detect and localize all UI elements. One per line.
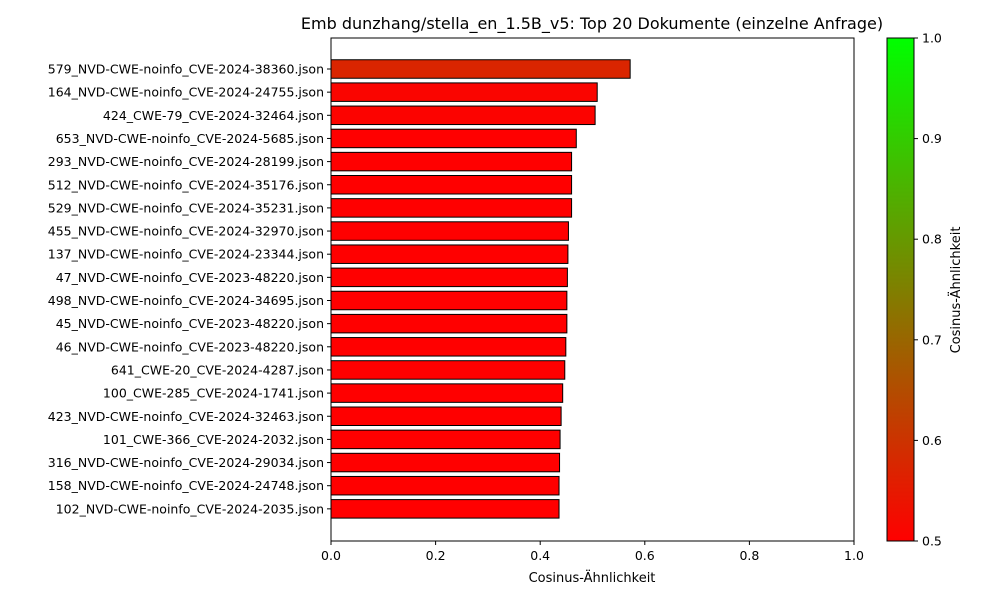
colorbar-gradient [886,37,915,542]
y-tick-label: 316_NVD-CWE-noinfo_CVE-2024-29034.json [48,455,324,470]
y-tick-label: 653_NVD-CWE-noinfo_CVE-2024-5685.json [56,131,324,146]
bar [330,59,631,79]
y-tick-label: 164_NVD-CWE-noinfo_CVE-2024-24755.json [48,85,324,100]
bar [330,383,564,403]
bar [330,105,596,126]
y-tick-label: 579_NVD-CWE-noinfo_CVE-2024-38360.json [48,62,324,77]
x-tick-label: 0.4 [530,548,550,563]
y-tick-label: 424_CWE-79_CVE-2024-32464.json [103,108,324,123]
bar [330,499,560,519]
y-tick-label: 293_NVD-CWE-noinfo_CVE-2024-28199.json [48,154,324,169]
bar [330,452,561,473]
x-tick-label: 0.8 [739,548,759,563]
y-tick-label: 102_NVD-CWE-noinfo_CVE-2024-2035.json [56,501,324,516]
bar [330,429,561,450]
colorbar-tick-label: 0.6 [922,433,942,448]
colorbar: 0.5 0.6 0.7 0.8 0.9 1.0 [886,31,942,549]
y-tick-label: 101_CWE-366_CVE-2024-2032.json [103,432,324,447]
y-tick-label: 529_NVD-CWE-noinfo_CVE-2024-35231.json [48,200,324,215]
bar [330,290,568,311]
colorbar-tick-label: 0.5 [922,534,942,549]
bar [330,221,569,241]
bar [330,82,598,102]
bar [330,267,568,288]
y-tick-label: 47_NVD-CWE-noinfo_CVE-2023-48220.json [56,270,324,285]
y-tick-label: 158_NVD-CWE-noinfo_CVE-2024-24748.json [48,478,324,493]
x-tick-label: 0.0 [321,548,341,563]
y-tick-label: 46_NVD-CWE-noinfo_CVE-2023-48220.json [56,339,324,354]
y-tick-label: 137_NVD-CWE-noinfo_CVE-2024-23344.json [48,247,324,262]
x-tick-label: 0.2 [426,548,446,563]
colorbar-tick-label: 0.8 [922,232,942,247]
y-tick-label: 455_NVD-CWE-noinfo_CVE-2024-32970.json [48,224,324,239]
colorbar-tick-label: 0.9 [922,131,942,146]
bar [330,244,569,264]
y-tick-label: 641_CWE-20_CVE-2024-4287.json [111,362,324,377]
x-tick-label: 0.6 [635,548,655,563]
bar [330,128,577,149]
axes-frame [330,37,855,542]
bar [330,406,562,426]
bar [330,151,573,172]
y-tick-label: 45_NVD-CWE-noinfo_CVE-2023-48220.json [56,316,324,331]
y-tick-label: 100_CWE-285_CVE-2024-1741.json [103,386,324,401]
x-axis-label: Cosinus-Ähnlichkeit [529,570,656,586]
colorbar-tick-label: 0.7 [922,332,942,347]
bar [330,198,573,218]
bar [330,175,573,195]
y-tick-label: 498_NVD-CWE-noinfo_CVE-2024-34695.json [48,293,324,308]
y-tick-label: 423_NVD-CWE-noinfo_CVE-2024-32463.json [48,409,324,424]
bar [330,475,560,496]
bar [330,337,567,357]
x-tick-label: 1.0 [844,548,864,563]
y-tick-label: 512_NVD-CWE-noinfo_CVE-2024-35176.json [48,177,324,192]
bar [330,360,566,380]
bar [330,313,568,334]
plot-area: 579_NVD-CWE-noinfo_CVE-2024-38360.json 16… [48,37,864,563]
colorbar-label: Cosinus-Ähnlichkeit [948,227,964,354]
colorbar-tick-label: 1.0 [922,31,942,46]
chart-title: Emb dunzhang/stella_en_1.5B_v5: Top 20 D… [301,14,883,34]
